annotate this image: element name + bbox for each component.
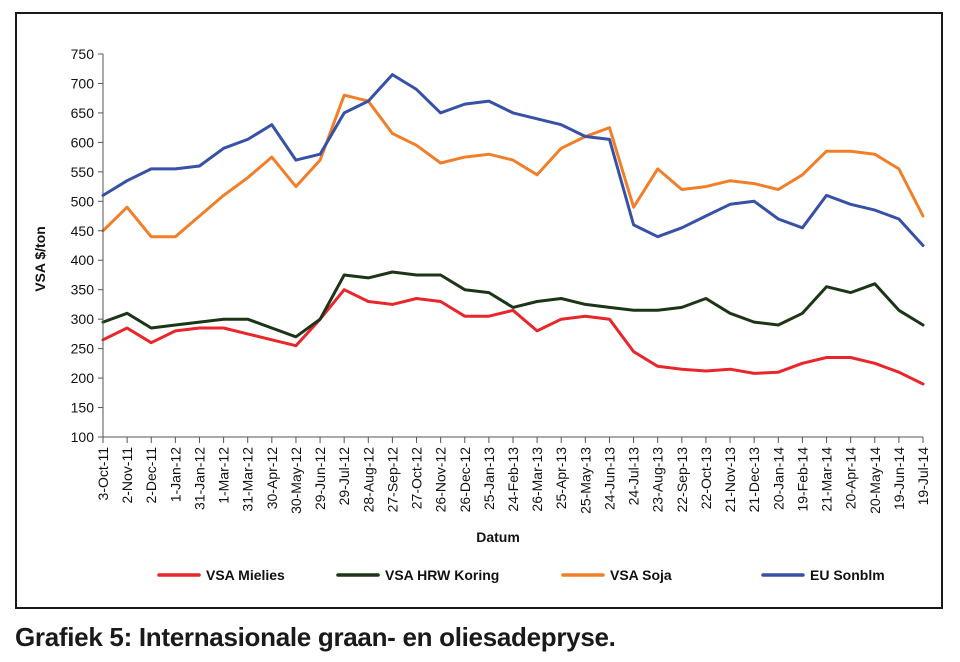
x-tick-label: 25-Apr-13 (553, 447, 569, 509)
line-chart: 100 150 200 250 300 350 400 450 500 550 600 650 700 7… (32, 46, 931, 583)
y-tick-label: 400 (71, 252, 95, 268)
y-tick-label: 350 (71, 282, 95, 298)
x-tick-label: 26-Nov-12 (433, 447, 449, 513)
x-tick-label: 2-Nov-11 (119, 447, 135, 504)
x-tick-label: 31-Jan-12 (191, 447, 207, 510)
y-tick-label: 650 (71, 105, 95, 121)
legend-item-vsa-soja: VSA Soja (561, 567, 672, 583)
y-axis-title: VSA $/ton (32, 226, 48, 292)
x-tick-label: 24-Feb-13 (505, 447, 521, 512)
x-tick-label: 27-Sep-12 (384, 447, 400, 513)
legend-label: VSA Soja (610, 567, 672, 583)
x-tick-label: 1-Mar-12 (216, 447, 232, 504)
x-tick-label: 19-Jun-14 (891, 447, 907, 510)
x-tick-label: 28-Aug-12 (360, 447, 376, 513)
x-tick-label: 23-Aug-13 (650, 447, 666, 513)
legend-label: VSA Mielies (206, 567, 285, 583)
chart-frame: 100 150 200 250 300 350 400 450 500 550 600 650 700 7… (15, 12, 943, 609)
x-tick-label: 19-Jul-14 (915, 447, 931, 506)
series-lines (101, 73, 925, 386)
x-tick-label: 25-May-13 (577, 447, 593, 514)
legend: VSA Mielies VSA HRW Koring VSA Soja EU Sonb… (157, 567, 885, 583)
y-tick-label: 550 (71, 164, 95, 180)
x-tick-label: 3-Oct-11 (95, 447, 111, 501)
x-tick-label: 26-Mar-13 (529, 447, 545, 512)
x-axis-title: Datum (476, 529, 520, 545)
series-line-vsa-soja (101, 93, 925, 239)
x-tick-label: 29-Jul-12 (336, 447, 352, 506)
x-tick-label: 22-Sep-13 (674, 447, 690, 513)
x-tick-label: 27-Oct-12 (409, 447, 425, 509)
legend-label: EU Sonblm (810, 567, 885, 583)
x-tick-label: 30-Apr-12 (264, 447, 280, 509)
x-tick-label: 25-Jan-13 (481, 447, 497, 510)
x-tick-label: 20-May-14 (867, 447, 883, 514)
x-tick-label: 2-Dec-11 (143, 447, 159, 504)
legend-item-vsa-mielies: VSA Mielies (157, 567, 285, 583)
figure-caption: Grafiek 5: Internasionale graan- en olie… (15, 622, 616, 652)
x-tick-label: 31-Mar-12 (240, 447, 256, 512)
axes (98, 53, 924, 443)
x-tick-label: 26-Dec-12 (457, 447, 473, 513)
y-tick-label: 600 (71, 134, 95, 150)
y-tick-label: 450 (71, 223, 95, 239)
y-tick-label: 150 (71, 400, 95, 416)
legend-item-vsa-hrw-koring: VSA HRW Koring (336, 567, 499, 583)
x-tick-label: 24-Jun-13 (601, 447, 617, 510)
x-tick-label: 21-Dec-13 (746, 447, 762, 513)
y-tick-label: 750 (71, 46, 95, 62)
x-tick-label: 24-Jul-13 (626, 447, 642, 506)
y-tick-label: 700 (71, 75, 95, 91)
y-tick-label: 500 (71, 193, 95, 209)
y-tick-label: 300 (71, 311, 95, 327)
series-line-vsa-hrw-koring (101, 270, 925, 339)
legend-item-eu-sonblm: EU Sonblm (761, 567, 885, 583)
series-line-eu-sonblm (101, 73, 925, 247)
x-tick-label: 20-Apr-14 (843, 447, 859, 509)
x-tick-label: 1-Jan-12 (167, 447, 183, 502)
y-tick-labels: 100 150 200 250 300 350 400 450 500 550 600 650 700 7… (71, 46, 95, 445)
x-tick-label: 30-May-12 (288, 447, 304, 514)
x-tick-labels: 3-Oct-11 2-Nov-11 2-Dec-11 1-Jan-12 31-Jan-1… (95, 447, 931, 514)
x-tick-label: 22-Oct-13 (698, 447, 714, 509)
x-tick-label: 21-Nov-13 (722, 447, 738, 513)
x-tick-label: 21-Mar-14 (819, 447, 835, 512)
y-tick-label: 200 (71, 370, 95, 386)
y-tick-label: 100 (71, 429, 95, 445)
y-tick-label: 250 (71, 341, 95, 357)
series-line-vsa-mielies (101, 288, 925, 386)
x-tick-label: 19-Feb-14 (794, 447, 810, 512)
x-tick-label: 29-Jun-12 (312, 447, 328, 510)
x-tick-label: 20-Jan-14 (770, 447, 786, 510)
legend-label: VSA HRW Koring (385, 567, 499, 583)
